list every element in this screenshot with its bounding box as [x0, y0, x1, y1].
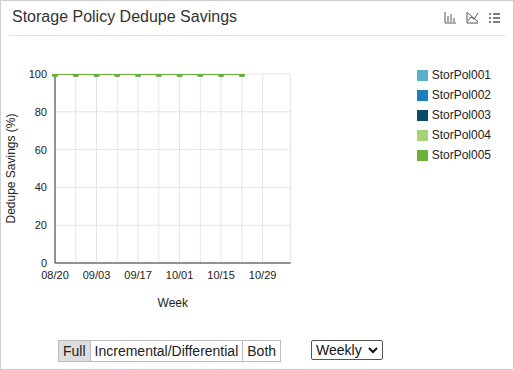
svg-text:80: 80	[35, 106, 47, 118]
svg-text:09/03: 09/03	[83, 269, 111, 281]
svg-text:10/29: 10/29	[249, 269, 277, 281]
svg-text:08/20: 08/20	[41, 269, 69, 281]
svg-text:Week: Week	[158, 296, 189, 310]
html-text:Incremental/Differential: Incremental/Differential	[94, 343, 239, 359]
svg-text:09/17: 09/17	[124, 269, 152, 281]
html-text:StorPol004: StorPol004	[431, 128, 491, 142]
html-text:StorPol002: StorPol002	[431, 88, 491, 102]
html-text:StorPol003: StorPol003	[431, 108, 491, 122]
svg-text:100: 100	[29, 68, 47, 80]
html-text:Storage Policy Dedupe Savings: Storage Policy Dedupe Savings	[12, 8, 237, 25]
svg-text:10/01: 10/01	[166, 269, 194, 281]
svg-text:0: 0	[41, 257, 47, 269]
html-text:StorPol001: StorPol001	[431, 68, 491, 82]
html-text:Both: Both	[247, 343, 277, 359]
svg-text:Dedupe Savings (%): Dedupe Savings (%)	[8, 113, 18, 223]
svg-text:60: 60	[35, 144, 47, 156]
html-text:Full: Full	[63, 343, 86, 359]
html-text:Weekly: Weekly	[316, 342, 362, 358]
svg-text:40: 40	[35, 181, 47, 193]
svg-text:10/15: 10/15	[207, 269, 235, 281]
svg-text:20: 20	[35, 219, 47, 231]
html-text:StorPol005: StorPol005	[431, 148, 491, 162]
